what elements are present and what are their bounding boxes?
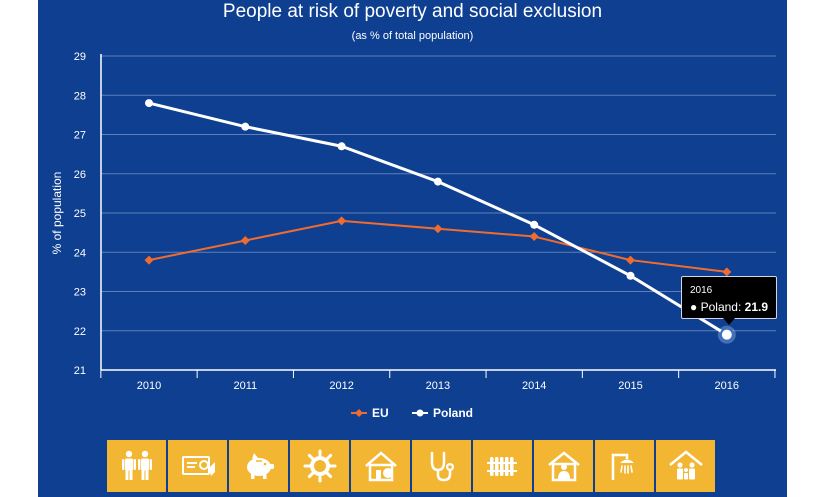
legend-marker-eu	[355, 409, 363, 417]
data-tooltip: 2016 ● Poland: 21.9	[681, 276, 777, 325]
toolbar-button-house-family[interactable]	[656, 440, 715, 492]
data-point-poland	[433, 177, 442, 186]
x-tick-label: 2014	[522, 380, 546, 392]
line-chart: 21 22 23 24 25 26 27 28 29 2010 2011 2012 2013 2014 20…	[50, 51, 776, 420]
x-tick-label: 2016	[715, 380, 739, 392]
y-tick-label: 28	[74, 90, 86, 102]
x-tick-label: 2012	[329, 380, 353, 392]
data-point-poland	[530, 220, 539, 229]
toolbar-button-gear-coin[interactable]	[290, 440, 349, 492]
legend-marker-poland	[416, 409, 424, 417]
piggy-bank-icon	[246, 453, 274, 479]
x-tick-label: 2013	[426, 380, 450, 392]
y-tick-label: 27	[74, 130, 86, 142]
chart-subtitle: (as % of total population)	[351, 30, 474, 42]
x-tick-label: 2011	[233, 380, 257, 392]
y-tick-label: 21	[74, 365, 86, 377]
toolbar-button-family[interactable]	[107, 440, 166, 492]
data-point-eu	[144, 255, 154, 265]
toolbar-button-house-person[interactable]	[534, 440, 593, 492]
indicator-toolbar	[107, 440, 717, 492]
data-point-eu	[722, 267, 732, 277]
stethoscope-icon	[430, 451, 454, 482]
series-line-poland	[148, 101, 728, 336]
toolbar-button-radiator[interactable]	[473, 440, 532, 492]
toolbar-button-piggy-bank[interactable]	[229, 440, 288, 492]
data-point-eu	[337, 216, 347, 226]
legend-label-poland: Poland	[433, 406, 473, 420]
y-axis-label: % of population	[50, 172, 64, 255]
radiator-icon	[486, 457, 517, 476]
tooltip-value: 21.9	[744, 300, 769, 314]
data-point-eu	[626, 255, 635, 265]
tooltip-separator: :	[737, 300, 742, 314]
y-tick-label: 24	[74, 247, 86, 259]
toolbar-button-payment-card[interactable]	[168, 440, 227, 492]
x-tick-label: 2015	[618, 380, 642, 392]
data-point-poland	[241, 122, 250, 131]
y-tick-label: 29	[74, 51, 86, 63]
toolbar-button-house-euro[interactable]	[351, 440, 410, 492]
y-tick-label: 26	[74, 169, 86, 181]
data-point-poland	[626, 271, 635, 280]
tooltip-arrow	[723, 318, 735, 325]
y-tick-label: 23	[74, 287, 86, 299]
payment-card-icon	[181, 456, 215, 476]
tooltip-bullet: ●	[690, 300, 698, 314]
chart-title: People at risk of poverty and social exc…	[222, 1, 603, 22]
data-point-eu	[433, 224, 443, 234]
data-point-eu	[240, 235, 250, 245]
gear-coin-icon	[303, 449, 336, 483]
house-person-icon	[547, 451, 580, 482]
data-point-poland	[337, 142, 346, 151]
shower-icon	[611, 453, 634, 480]
house-family-icon	[668, 450, 703, 480]
tooltip-date: 2016	[690, 285, 713, 296]
data-point-poland	[145, 99, 153, 108]
data-point-poland	[719, 327, 734, 342]
toolbar-button-stethoscope[interactable]	[412, 440, 471, 492]
y-tick-label: 22	[74, 326, 86, 338]
tooltip-series: Poland	[700, 300, 738, 314]
y-tick-label: 25	[74, 208, 86, 220]
family-icon	[121, 450, 152, 480]
tooltip-row: ● Poland: 21.9	[690, 300, 768, 314]
legend-label-eu: EU	[372, 406, 389, 420]
chart-panel: People at risk of poverty and social exc…	[38, 0, 787, 497]
data-point-eu	[529, 232, 539, 242]
house-euro-icon	[364, 451, 397, 482]
toolbar-button-shower[interactable]	[595, 440, 654, 492]
x-tick-label: 2010	[137, 380, 161, 392]
